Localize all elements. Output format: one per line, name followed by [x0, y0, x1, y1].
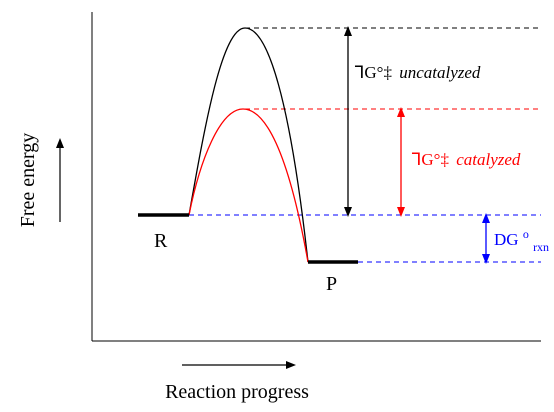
- uncatalyzed-curve: [188, 27, 309, 263]
- reaction-symbol: DG: [494, 230, 519, 249]
- catalyzed-symbol: ᒣG°‡: [411, 150, 449, 169]
- y-axis-label: Free energy: [17, 133, 39, 228]
- uncatalyzed-symbol: ᒣG°‡: [354, 63, 392, 82]
- reaction-superscript: o: [523, 227, 529, 241]
- uncatalyzed-annotation: ᒣG°‡ uncatalyzed: [354, 63, 481, 82]
- reactant-label: R: [154, 230, 168, 252]
- x-axis-label: Reaction progress: [165, 381, 309, 403]
- reaction-annotation: DG o rxn: [494, 223, 549, 254]
- reaction-subscript: rxn: [533, 240, 549, 254]
- catalyzed-text: catalyzed: [456, 150, 521, 169]
- catalyzed-curve: [188, 108, 309, 263]
- catalyzed-annotation: ᒣG°‡ catalyzed: [411, 150, 521, 169]
- product-label: P: [326, 273, 337, 295]
- uncatalyzed-text: uncatalyzed: [399, 63, 481, 82]
